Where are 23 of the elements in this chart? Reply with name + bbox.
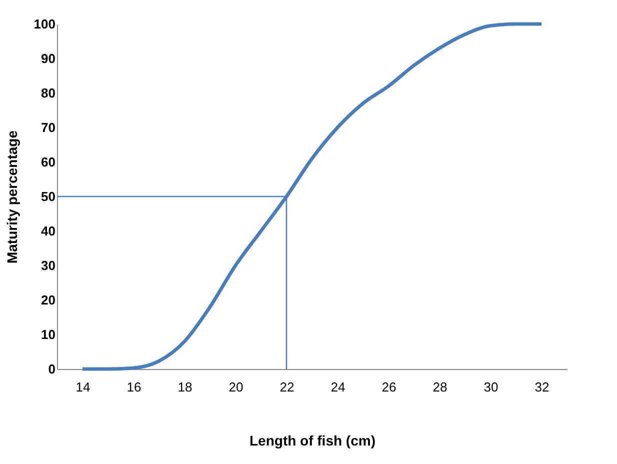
y-tick-label: 90 bbox=[41, 51, 56, 66]
y-tick-label: 100 bbox=[34, 16, 56, 32]
x-tick-label: 14 bbox=[76, 380, 90, 394]
x-tick-label: 24 bbox=[330, 380, 346, 394]
y-tick-label: 50 bbox=[41, 189, 56, 204]
x-tick-label: 20 bbox=[228, 380, 244, 394]
x-axis-title: Length of fish (cm) bbox=[250, 432, 376, 448]
y-tick-label: 80 bbox=[41, 86, 56, 100]
y-tick-label: 70 bbox=[41, 120, 56, 135]
y-tick-label: 20 bbox=[41, 292, 56, 308]
x-tick-label: 30 bbox=[484, 380, 498, 394]
y-tick-label: 60 bbox=[41, 154, 56, 170]
x-tick-label: 26 bbox=[382, 380, 396, 394]
x-tick-label: 16 bbox=[126, 380, 142, 394]
y-tick-label: 10 bbox=[41, 327, 56, 342]
y-tick-label: 40 bbox=[41, 224, 56, 238]
x-tick-label: 32 bbox=[534, 380, 550, 394]
y-axis-title: Maturity percentage bbox=[4, 130, 20, 264]
x-tick-label: 18 bbox=[178, 380, 192, 394]
y-tick-label: 30 bbox=[41, 258, 56, 273]
x-tick-label: 22 bbox=[280, 380, 294, 394]
x-tick-label: 28 bbox=[432, 380, 448, 394]
y-tick-label: 0 bbox=[48, 362, 56, 376]
